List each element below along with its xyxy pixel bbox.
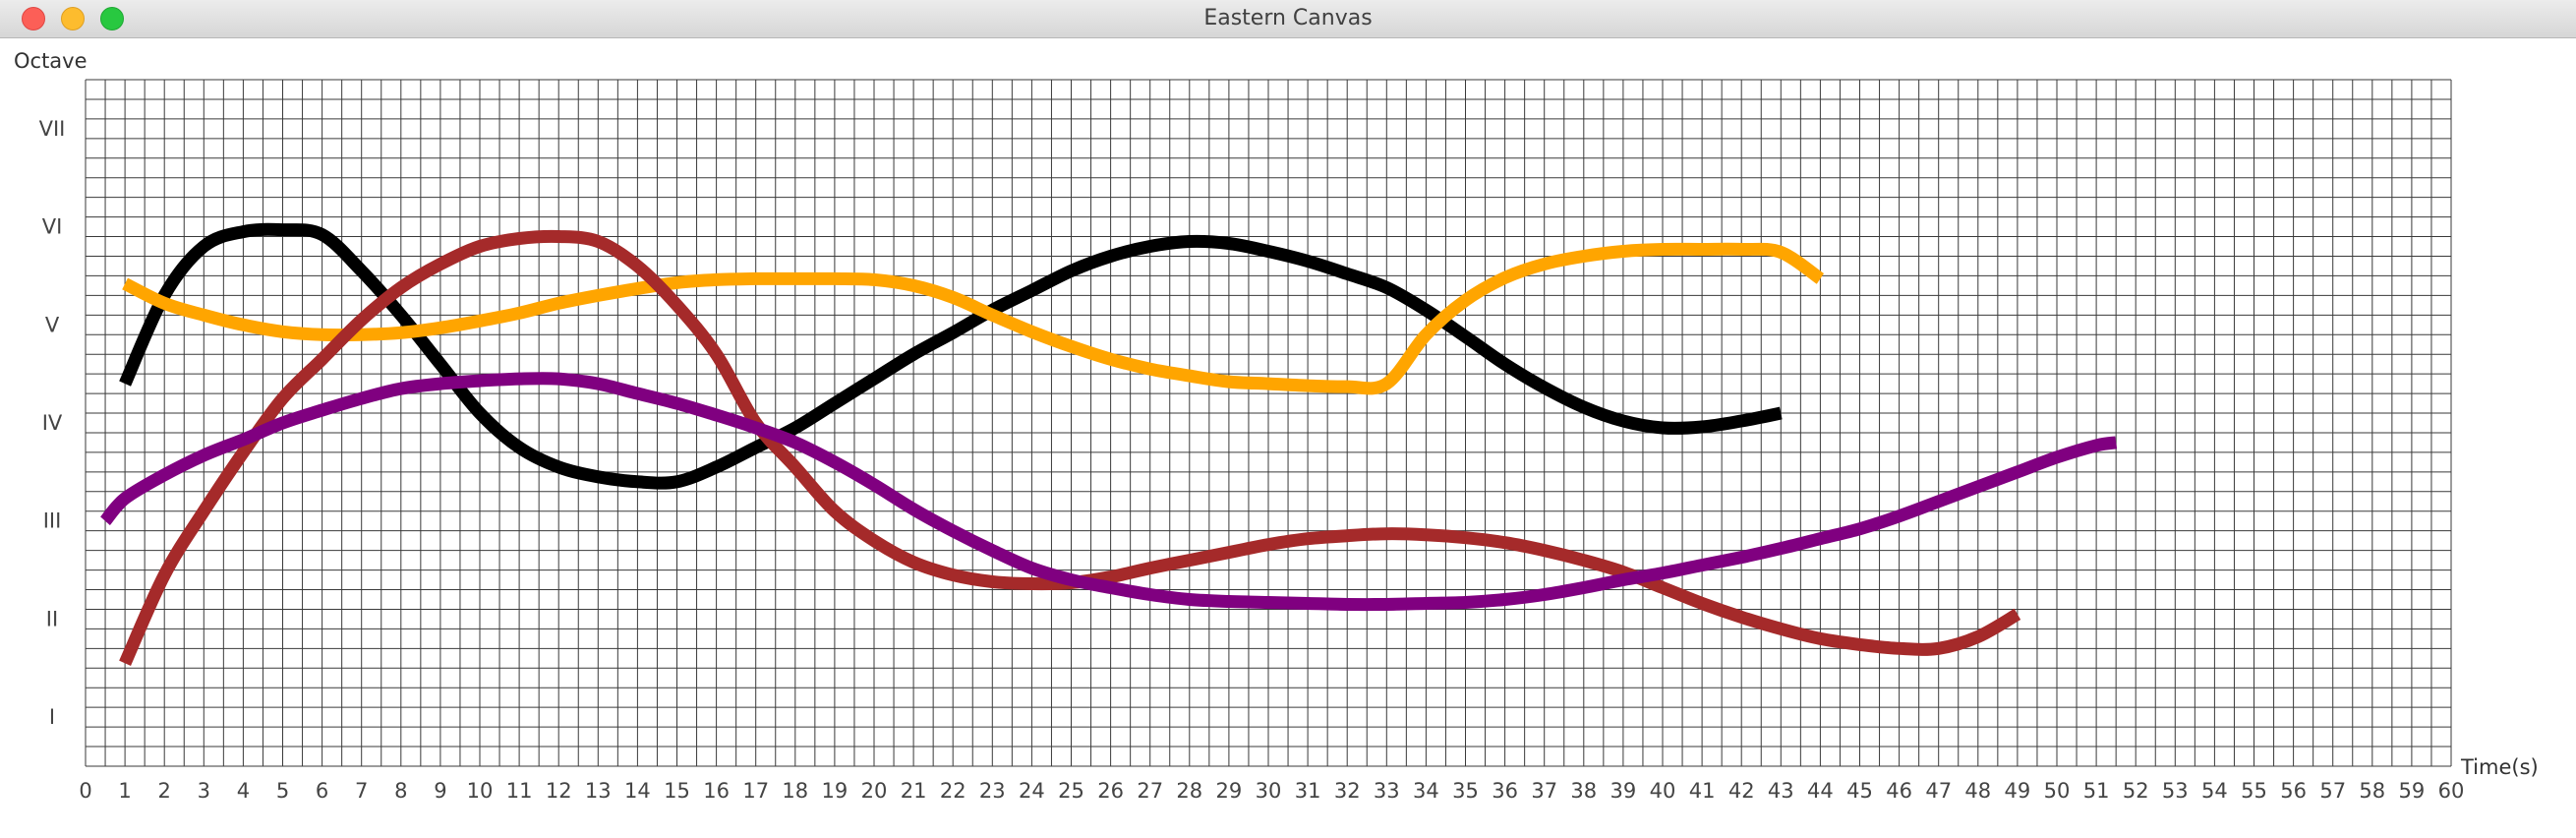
x-tick-label: 42 (1728, 779, 1755, 803)
y-tick-label: VII (39, 117, 66, 141)
x-tick-label: 4 (237, 779, 250, 803)
chart-grid (85, 79, 2452, 767)
y-tick-label: V (45, 313, 60, 336)
y-tick-label: IV (42, 411, 63, 435)
x-tick-label: 28 (1176, 779, 1202, 803)
x-tick-label: 14 (624, 779, 651, 803)
x-tick-label: 10 (467, 779, 494, 803)
x-tick-label: 51 (2083, 779, 2110, 803)
x-tick-label: 48 (1964, 779, 1991, 803)
x-tick-label: 24 (1019, 779, 1045, 803)
x-tick-label: 29 (1216, 779, 1243, 803)
x-tick-label: 47 (1925, 779, 1952, 803)
x-tick-label: 54 (2201, 779, 2228, 803)
x-tick-label: 45 (1846, 779, 1873, 803)
x-tick-label: 11 (506, 779, 533, 803)
chart-series (99, 222, 2118, 666)
x-tick-label: 30 (1256, 779, 1282, 803)
x-tick-label: 8 (394, 779, 407, 803)
x-tick-label: 6 (316, 779, 328, 803)
x-tick-label: 41 (1689, 779, 1716, 803)
x-tick-label: 44 (1807, 779, 1834, 803)
x-tick-label: 0 (79, 779, 91, 803)
x-tick-label: 56 (2280, 779, 2307, 803)
x-tick-label: 13 (585, 779, 612, 803)
series-line-1 (119, 222, 1783, 490)
x-tick-label: 52 (2123, 779, 2149, 803)
title-bar[interactable]: Eastern Canvas (0, 0, 2576, 38)
x-tick-label: 43 (1768, 779, 1794, 803)
window-title: Eastern Canvas (1203, 6, 1373, 30)
line-chart: 0 1 2 3 4 5 6 7 8 9 10 11 12 13 14 15 16 17 18 19 20 21 22 23 24… (14, 49, 2539, 803)
chart-canvas[interactable]: 0 1 2 3 4 5 6 7 8 9 10 11 12 13 14 15 16 17 18 19 20 21 22 23 24… (0, 38, 2576, 834)
x-tick-label: 21 (901, 779, 927, 803)
x-tick-label: 17 (742, 779, 769, 803)
x-tick-label: 46 (1886, 779, 1912, 803)
x-tick-label: 37 (1531, 779, 1557, 803)
x-tick-label: 9 (434, 779, 446, 803)
x-tick-label: 60 (2438, 779, 2465, 803)
minimize-window-button[interactable] (61, 7, 85, 30)
x-tick-label: 32 (1334, 779, 1361, 803)
x-tick-label: 7 (355, 779, 368, 803)
series-line-2 (122, 242, 1825, 395)
zoom-window-button[interactable] (100, 7, 124, 30)
x-tick-label: 55 (2241, 779, 2267, 803)
x-tick-label: 12 (546, 779, 572, 803)
x-tick-label: 53 (2162, 779, 2189, 803)
x-tick-label: 20 (861, 779, 888, 803)
x-tick-label: 31 (1295, 779, 1321, 803)
x-tick-label: 3 (198, 779, 210, 803)
x-axis-label: Time(s) (2460, 755, 2539, 779)
series-line-3 (119, 229, 2021, 666)
x-tick-label: 16 (703, 779, 730, 803)
x-tick-label: 49 (2005, 779, 2031, 803)
x-tick-label: 23 (979, 779, 1006, 803)
x-tick-label: 1 (118, 779, 131, 803)
x-tick-label: 40 (1650, 779, 1676, 803)
x-tick-label: 34 (1413, 779, 1439, 803)
chart-axes: 0 1 2 3 4 5 6 7 8 9 10 11 12 13 14 15 16 17 18 19 20 21 22 23 24… (39, 117, 2465, 803)
x-tick-label: 39 (1610, 779, 1637, 803)
x-tick-label: 59 (2399, 779, 2426, 803)
y-tick-label: III (43, 509, 62, 533)
y-tick-label: II (46, 607, 58, 630)
x-tick-label: 26 (1097, 779, 1124, 803)
y-tick-label: I (49, 705, 55, 729)
x-tick-label: 19 (822, 779, 849, 803)
x-tick-label: 2 (158, 779, 171, 803)
close-window-button[interactable] (22, 7, 45, 30)
x-tick-label: 27 (1137, 779, 1163, 803)
x-tick-label: 25 (1058, 779, 1084, 803)
x-tick-label: 18 (782, 779, 808, 803)
x-tick-label: 15 (664, 779, 690, 803)
series-line-4 (99, 372, 2118, 612)
x-tick-label: 38 (1570, 779, 1597, 803)
x-tick-label: 5 (276, 779, 289, 803)
x-tick-label: 50 (2044, 779, 2071, 803)
x-tick-label: 35 (1452, 779, 1479, 803)
x-tick-label: 58 (2359, 779, 2385, 803)
x-tick-label: 33 (1374, 779, 1400, 803)
x-tick-label: 22 (940, 779, 966, 803)
x-tick-label: 57 (2319, 779, 2346, 803)
y-tick-label: VI (42, 215, 63, 239)
x-tick-label: 36 (1492, 779, 1518, 803)
y-axis-label: Octave (14, 49, 88, 73)
